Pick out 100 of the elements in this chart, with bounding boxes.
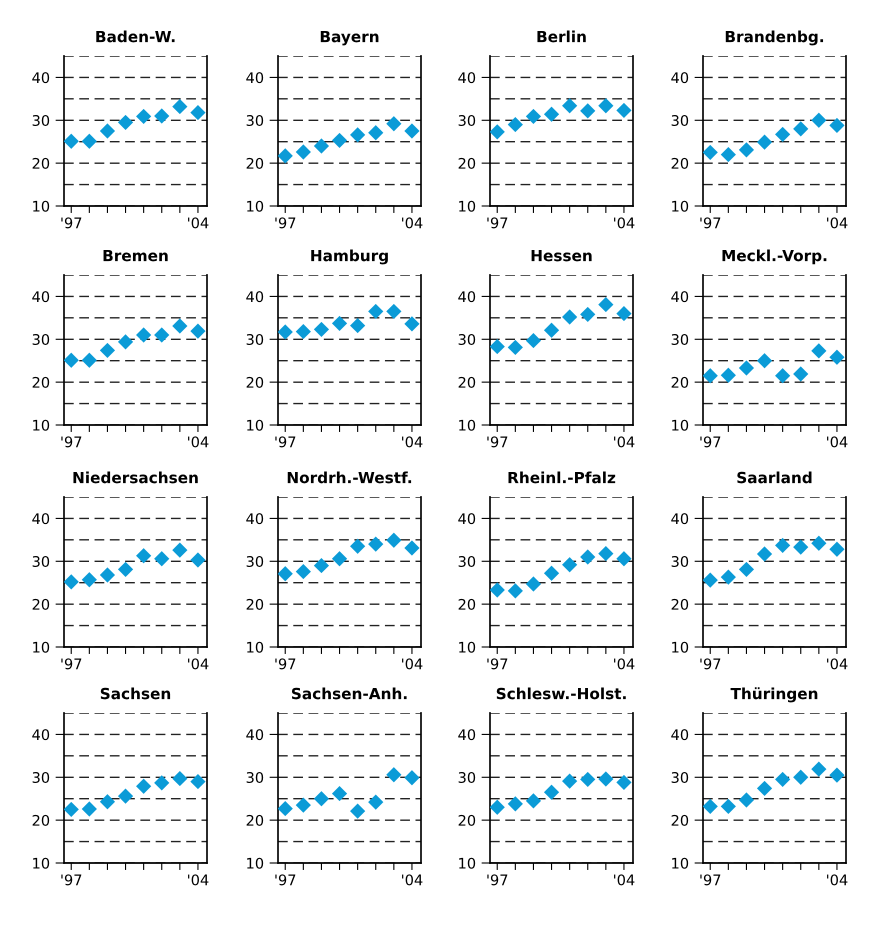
- y-tick-label: 30: [246, 556, 264, 568]
- x-tick-label: '04: [614, 217, 634, 228]
- y-tick-label: 30: [246, 334, 264, 346]
- point: [386, 767, 402, 782]
- point: [703, 144, 718, 160]
- x-tick-label: '04: [614, 874, 634, 886]
- y-tick-label: 40: [32, 291, 50, 302]
- y-tick-label: 40: [246, 291, 264, 302]
- y-tick-label: 10: [459, 858, 476, 869]
- y-tick-label: 30: [246, 772, 264, 784]
- point: [703, 798, 718, 814]
- point: [296, 144, 311, 160]
- point: [526, 332, 542, 348]
- point: [756, 353, 772, 368]
- x-tick-label: '04: [188, 436, 208, 448]
- point: [100, 123, 116, 139]
- chart-title: Bayern: [320, 30, 378, 46]
- y-tick-label: 20: [672, 598, 688, 610]
- point: [544, 784, 560, 800]
- y-tick-label: 30: [672, 772, 688, 784]
- point: [793, 770, 808, 785]
- point: [756, 780, 772, 796]
- y-tick-label: 20: [246, 598, 264, 610]
- point: [154, 775, 170, 790]
- point: [332, 551, 348, 566]
- point: [314, 322, 330, 338]
- point: [190, 774, 206, 790]
- x-tick-label: '04: [614, 658, 634, 670]
- point: [508, 796, 523, 812]
- point: [562, 774, 578, 789]
- point: [404, 316, 420, 332]
- x-tick-label: '97: [61, 658, 82, 670]
- chart-title: Brandenbg.: [726, 30, 824, 46]
- y-tick-label: 40: [671, 291, 688, 302]
- point: [64, 574, 79, 590]
- y-tick-label: 10: [247, 200, 264, 212]
- x-tick-label: '97: [61, 436, 82, 448]
- point: [775, 538, 790, 554]
- point: [82, 801, 97, 817]
- chart-title: Meckl.-Vorp.: [722, 250, 826, 264]
- point: [829, 542, 845, 557]
- chart-title: Thüringen: [730, 687, 818, 702]
- y-tick-label: 10: [459, 420, 476, 431]
- point: [350, 318, 366, 334]
- y-tick-label: 40: [246, 72, 264, 84]
- point: [82, 572, 97, 588]
- y-tick-label: 30: [672, 556, 688, 568]
- point: [562, 557, 578, 572]
- point: [526, 576, 542, 592]
- point: [756, 134, 772, 150]
- y-tick-label: 20: [246, 814, 264, 826]
- point: [350, 804, 366, 819]
- point: [100, 342, 116, 358]
- chart-title: Baden-W.: [96, 30, 175, 42]
- point: [332, 786, 348, 802]
- chart-title: Schlesw.-Holst.: [496, 688, 626, 700]
- y-tick-label: 10: [33, 858, 50, 869]
- y-tick-label: 40: [458, 729, 476, 740]
- point: [368, 304, 384, 320]
- x-tick-label: '97: [700, 874, 720, 886]
- point: [136, 548, 152, 564]
- x-tick-label: '04: [614, 436, 634, 448]
- point: [82, 352, 97, 368]
- point: [136, 108, 152, 124]
- point: [829, 350, 845, 365]
- point: [580, 549, 596, 565]
- y-tick-label: 10: [33, 642, 50, 653]
- x-tick-label: '04: [827, 874, 848, 886]
- point: [490, 124, 505, 140]
- y-tick-label: 10: [672, 200, 688, 212]
- point: [811, 343, 826, 358]
- x-tick-label: '97: [61, 217, 82, 228]
- chart-title: Sachsen: [100, 688, 170, 700]
- point: [811, 112, 826, 128]
- y-tick-label: 30: [458, 334, 476, 346]
- y-tick-label: 30: [458, 772, 476, 784]
- point: [64, 352, 79, 368]
- x-tick-label: '97: [275, 436, 296, 448]
- point: [508, 583, 523, 598]
- y-tick-label: 30: [672, 115, 688, 126]
- point: [314, 138, 330, 154]
- point: [738, 562, 754, 578]
- y-tick-label: 10: [247, 642, 264, 653]
- x-tick-label: '04: [188, 874, 208, 886]
- point: [404, 540, 420, 556]
- y-tick-label: 20: [458, 814, 476, 826]
- point: [368, 536, 384, 552]
- point: [296, 324, 311, 340]
- point: [720, 798, 736, 814]
- point: [703, 368, 718, 384]
- point: [829, 768, 845, 783]
- y-tick-label: 20: [458, 598, 476, 610]
- chart-title: Bremen: [104, 250, 168, 262]
- x-tick-label: '97: [487, 658, 508, 670]
- y-tick-label: 40: [32, 72, 50, 84]
- point: [190, 552, 206, 568]
- y-tick-label: 20: [458, 376, 476, 388]
- chart-title: Hessen: [532, 250, 592, 262]
- x-tick-label: '04: [402, 874, 422, 886]
- x-tick-label: '97: [700, 217, 720, 228]
